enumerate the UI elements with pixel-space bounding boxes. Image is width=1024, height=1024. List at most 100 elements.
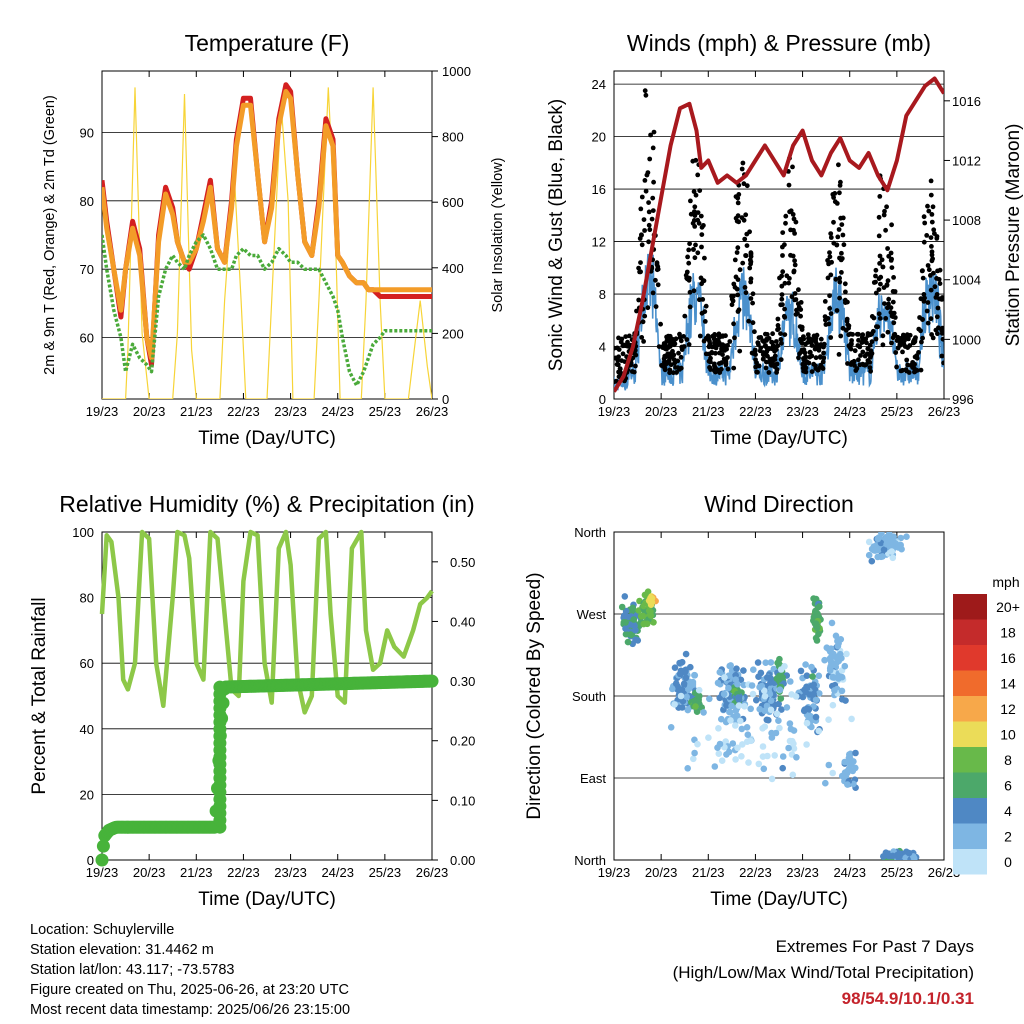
gust-point [782,314,788,320]
gust-point [922,295,927,301]
direction-point [760,765,768,773]
colorbar-label: 16 [1000,650,1016,666]
x-axis-label: Time (Day/UTC) [198,889,336,910]
gust-point [790,164,795,170]
y-tick-label: 60 [80,656,94,671]
x-axis-label: Time (Day/UTC) [198,428,336,449]
x-axis-label: Time (Day/UTC) [710,428,848,449]
x-tick-label: 21/23 [692,865,725,880]
gust-point [677,335,683,340]
colorbar-swatch [953,619,987,645]
direction-point [783,704,791,711]
gust-point [809,353,815,359]
colorbar-swatch [953,594,987,620]
direction-point [835,675,842,682]
direction-point [755,760,763,768]
gust-point [778,331,783,336]
gust-point [843,300,848,305]
gust-point [615,362,621,368]
gust-point [750,320,756,326]
direction-point [764,752,771,760]
gust-point [811,361,817,367]
gust-point [888,305,894,311]
direction-point [825,761,833,769]
gust-point [934,234,940,239]
gust-point [842,281,848,287]
gust-point [736,192,742,197]
gust-point [857,362,863,368]
gust-point [748,276,754,282]
y-right-tick-label: 0.00 [450,853,475,868]
direction-point [644,588,652,595]
gust-point [763,365,769,371]
gust-point [827,254,833,260]
gust-point [833,276,839,282]
direction-point [816,690,823,697]
colorbar-swatch [953,772,987,798]
y-axis-label: Sonic Wind & Gust (Blue, Black) [546,99,567,371]
direction-point [677,692,685,700]
direction-point [797,667,805,675]
direction-point [821,656,828,664]
precip-point [213,680,227,694]
gust-point [793,219,799,225]
gust-point [801,334,806,339]
gust-point [653,277,658,283]
colorbar-label: 18 [1000,624,1016,640]
gust-point [871,280,877,285]
direction-point [624,638,632,646]
colorbar-swatch [953,721,987,747]
gust-point [850,360,856,366]
direction-point [803,741,810,748]
gust-point [876,311,882,317]
gust-point [920,275,926,281]
gust-point [724,346,729,352]
gust-point [895,345,901,351]
direction-point [671,701,678,708]
gust-point [843,327,849,333]
gust-point [765,353,770,359]
gust-point [807,349,813,355]
direction-point [826,648,834,655]
gust-point [695,250,701,256]
x-tick-label: 25/23 [369,865,402,880]
gust-point [818,336,824,342]
direction-point [877,553,885,561]
gust-point [929,212,935,217]
direction-point [756,705,763,713]
direction-point [887,535,894,542]
gust-point [761,339,767,344]
gust-point [735,292,741,298]
direction-point [750,666,757,673]
gust-point [883,227,888,233]
gust-point [729,302,735,308]
gust-point [739,215,745,221]
gust-point [639,242,645,248]
x-tick-label: 19/23 [598,865,631,880]
direction-point [748,682,756,689]
series-pressure-line [614,76,944,393]
gust-point [876,287,882,292]
gust-point [820,359,826,365]
gust-point [779,296,785,302]
gust-point [836,162,841,168]
gust-point [757,348,763,354]
direction-point [618,603,626,611]
gust-point [686,260,692,266]
gust-point [684,337,690,342]
direction-point [759,743,767,750]
gust-point [737,267,743,273]
gust-point [731,281,737,287]
gust-point [717,350,722,356]
gust-point [792,258,797,264]
gust-point [928,316,934,322]
x-tick-label: 22/23 [739,865,772,880]
y-tick-label: 70 [80,262,94,277]
series-gust-points [614,88,944,385]
gust-point [929,332,934,337]
gust-point [693,192,699,198]
direction-point [767,659,775,666]
gust-point [843,289,848,295]
gust-point [809,343,815,348]
gust-point [933,327,939,333]
